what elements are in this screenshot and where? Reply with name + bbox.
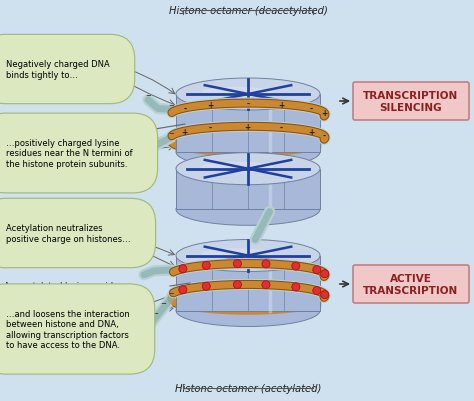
Bar (176, 256, 320, 311)
Ellipse shape (176, 137, 320, 168)
Text: Histone octamer (acetylated): Histone octamer (acetylated) (175, 383, 321, 393)
Circle shape (179, 265, 187, 273)
Circle shape (321, 270, 328, 278)
Text: An acetylated lysine residue: An acetylated lysine residue (4, 282, 124, 291)
Text: −: − (145, 93, 151, 99)
Ellipse shape (176, 194, 320, 226)
Circle shape (262, 260, 270, 268)
Text: Acetylation neutralizes
positive charge on histones…: Acetylation neutralizes positive charge … (6, 224, 131, 243)
Text: Histone
deacetylation: Histone deacetylation (237, 166, 302, 186)
Text: -: - (280, 124, 283, 133)
Circle shape (313, 287, 321, 295)
Text: -: - (246, 99, 249, 108)
Text: +: + (245, 122, 251, 132)
Text: DNA helix: DNA helix (105, 127, 155, 136)
Text: −: − (168, 102, 174, 108)
Text: Histone octamer (deacetylated): Histone octamer (deacetylated) (169, 6, 328, 16)
Text: +: + (182, 127, 188, 136)
Circle shape (202, 262, 210, 269)
Text: Negatively charged DNA
binds tightly to…: Negatively charged DNA binds tightly to… (6, 60, 110, 79)
Ellipse shape (176, 79, 320, 111)
FancyBboxPatch shape (353, 265, 469, 303)
Text: +: + (207, 101, 213, 110)
Ellipse shape (176, 295, 320, 327)
Text: -: - (183, 104, 186, 113)
Text: −: − (160, 301, 166, 307)
Ellipse shape (201, 162, 273, 173)
Text: −: − (143, 146, 149, 152)
Text: +: + (321, 109, 327, 117)
Circle shape (292, 283, 300, 291)
Circle shape (233, 281, 241, 289)
Circle shape (262, 281, 270, 289)
Bar (176, 169, 320, 210)
Circle shape (321, 291, 328, 299)
FancyBboxPatch shape (353, 83, 469, 121)
Text: +: + (308, 127, 314, 136)
Circle shape (233, 260, 241, 268)
Circle shape (179, 286, 187, 294)
Text: ACTIVE
TRANSCRIPTION: ACTIVE TRANSCRIPTION (364, 273, 459, 295)
Ellipse shape (176, 240, 320, 272)
Text: −: − (152, 311, 158, 317)
Ellipse shape (201, 87, 273, 99)
Circle shape (313, 266, 321, 274)
Circle shape (292, 262, 300, 270)
Text: +: + (278, 100, 284, 109)
Ellipse shape (201, 249, 273, 260)
Text: -: - (322, 132, 326, 141)
Text: −: − (168, 291, 174, 297)
Text: TRANSCRIPTION
SILENCING: TRANSCRIPTION SILENCING (364, 91, 459, 113)
Text: -: - (209, 124, 211, 133)
Text: −: − (168, 130, 174, 136)
Text: …and loosens the interaction
between histone and DNA,
allowing transcription fac: …and loosens the interaction between his… (6, 309, 130, 349)
Circle shape (202, 283, 210, 290)
Bar (176, 95, 320, 153)
Ellipse shape (176, 153, 320, 185)
Text: Histone
acetylation: Histone acetylation (203, 166, 256, 186)
Text: -: - (310, 104, 312, 113)
Text: …positively charged lysine
residues near the N termini of
the histone protein su: …positively charged lysine residues near… (6, 139, 133, 168)
